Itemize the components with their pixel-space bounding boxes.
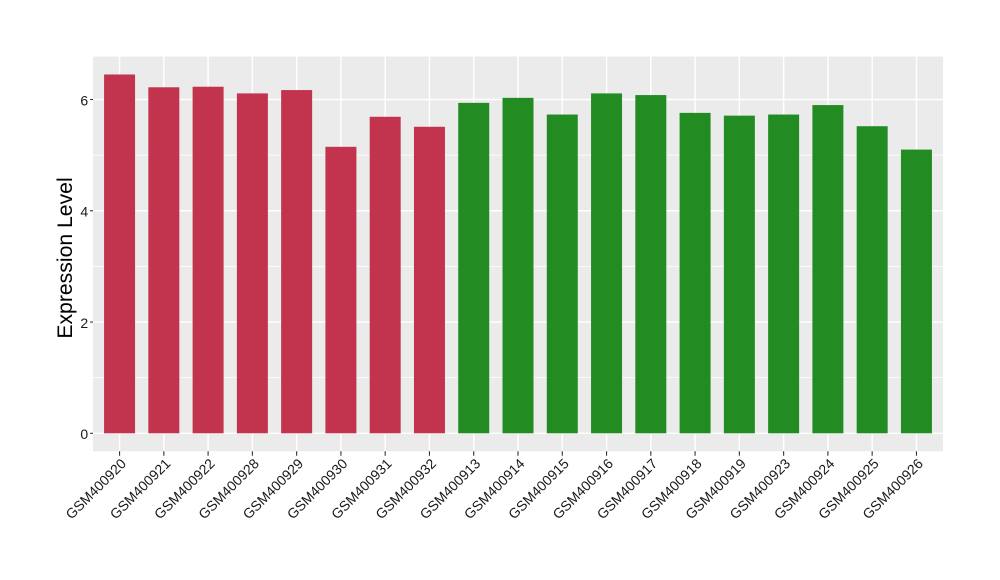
svg-text:0: 0: [80, 426, 88, 442]
svg-text:Expression Level: Expression Level: [54, 177, 77, 338]
svg-text:4: 4: [80, 204, 88, 220]
svg-text:2: 2: [80, 315, 88, 331]
svg-text:6: 6: [80, 92, 88, 108]
